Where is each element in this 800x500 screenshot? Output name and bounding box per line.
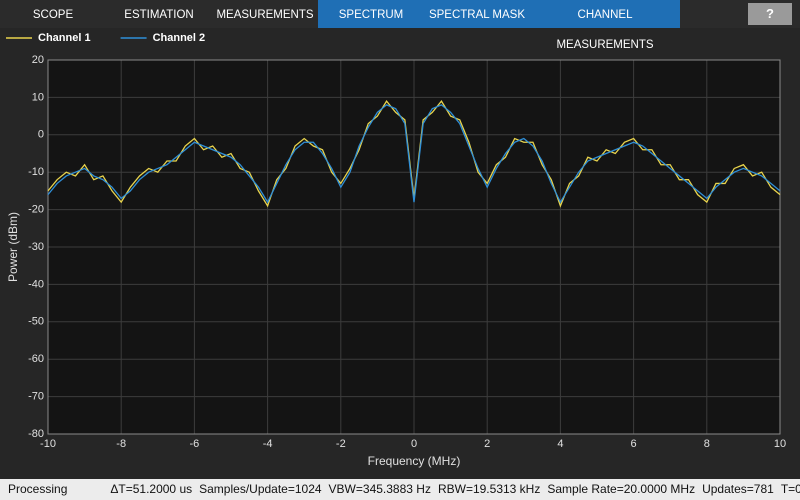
x-tick-label: 6 [631,438,637,450]
x-tick-label: -2 [336,438,346,450]
y-tick-label: 0 [38,129,44,141]
x-tick-label: -10 [40,438,56,450]
legend-label: Channel 1 [38,32,91,44]
x-tick-label: 4 [557,438,563,450]
y-tick-label: -60 [28,353,44,365]
status-item: RBW=19.5313 kHz [437,482,541,496]
tab[interactable]: SPECTRAL MASK [424,0,530,28]
y-tick-label: -20 [28,204,44,216]
y-tick-label: -80 [28,428,44,440]
status-bar: Processing ΔT=51.2000 us Samples/Update=10… [0,479,800,500]
status-item: Processing [8,482,68,496]
status-item: Sample Rate=20.0000 MHz [547,482,696,496]
x-tick-label: -6 [190,438,200,450]
status-item: Samples/Update=1024 [199,482,322,496]
y-axis-label: Power (dBm) [6,212,20,282]
x-axis-label: Frequency (MHz) [368,454,461,468]
x-tick-label: 8 [704,438,710,450]
chart: Frequency (MHz) Power (dBm) -80-70-60-50… [6,32,786,468]
x-tick-label: 2 [484,438,490,450]
x-tick-label: 0 [411,438,417,450]
series-line [47,104,781,204]
status-item: T=0.0 [780,482,800,496]
y-tick-label: 20 [32,54,44,66]
tab-bar: SCOPE ESTIMATION MEASUREMENTS SPECTRUM SPECT… [0,0,800,51]
y-tick-label: 10 [32,91,44,103]
y-tick-label: -10 [28,166,44,178]
y-tick-label: -40 [28,278,44,290]
help-button[interactable]: ? [748,3,792,25]
y-tick-label: -50 [28,316,44,328]
x-tick-label: -8 [116,438,126,450]
tab[interactable]: SCOPE [32,9,74,21]
y-tick-label: -70 [28,391,44,403]
legend-label: Channel 2 [153,32,206,44]
tab[interactable]: ESTIMATION [124,9,194,21]
status-item: Updates=781 [702,482,774,496]
tab[interactable]: SPECTRUM [318,0,424,28]
tab[interactable]: MEASUREMENTS [216,9,314,21]
x-tick-label: 10 [774,438,786,450]
status-item: ΔT=51.2000 us [110,482,193,496]
plot-border [47,59,781,435]
x-tick-label: -4 [263,438,273,450]
tab[interactable]: CHANNEL MEASUREMENTS [530,0,680,51]
status-item: VBW=345.3883 Hz [328,482,431,496]
y-tick-label: -30 [28,241,44,253]
